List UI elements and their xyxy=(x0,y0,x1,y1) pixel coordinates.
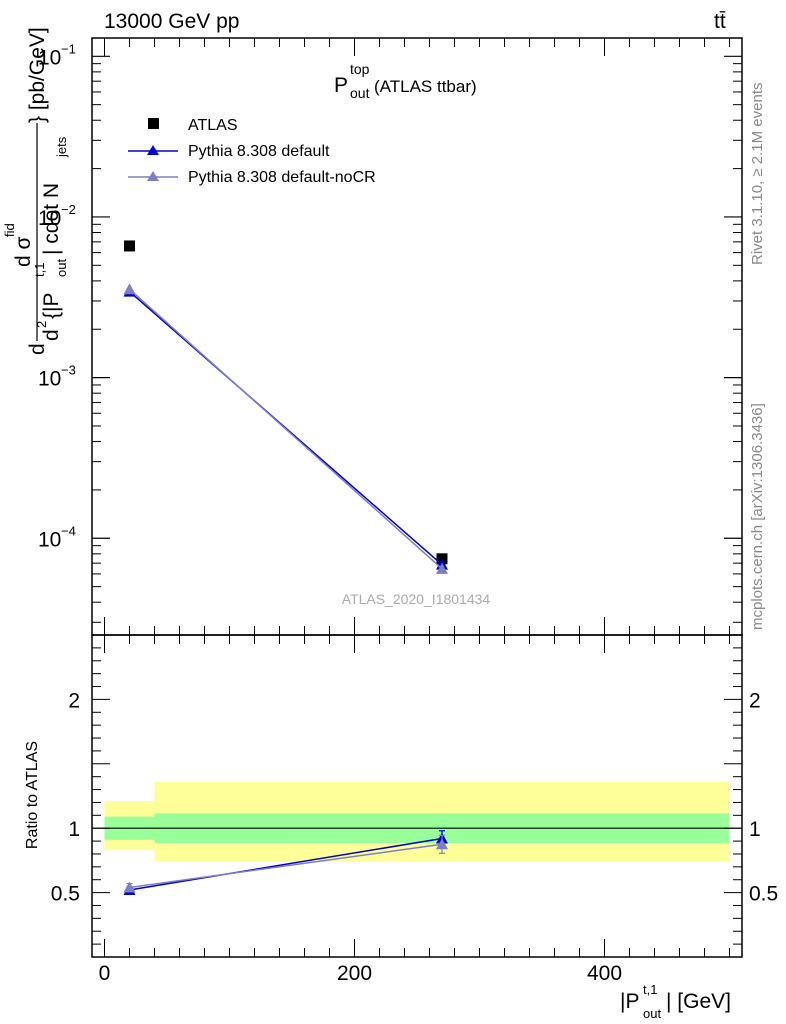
ratio-y-ticks: 0.5 0.5 1 1 2 2 xyxy=(51,647,778,945)
ylabel-denom-sup: 2 xyxy=(34,321,49,328)
legend-default-marker xyxy=(147,145,159,155)
legend-atlas-label: ATLAS xyxy=(188,117,238,134)
ratio-line-1 xyxy=(129,843,443,889)
ratio-frame xyxy=(91,634,743,958)
ratio-y-axis-label: Ratio to ATLAS xyxy=(24,741,41,849)
ratio-point-1 xyxy=(436,838,448,850)
ylabel-denom-sub2: jets xyxy=(54,136,69,158)
ylabel-numerator-sup: fid xyxy=(2,223,17,237)
ratio-x-ticks: 0 200 400 xyxy=(99,635,730,985)
main-y-tick-label: 10 xyxy=(38,207,61,230)
energy-label: 13000 GeV pp xyxy=(104,10,239,33)
process-label: tt̄ xyxy=(714,10,726,33)
ylabel-denom-sup2: t,1 xyxy=(32,263,47,277)
data-point-2 xyxy=(123,283,136,295)
ratio-y-tick-label: 2 xyxy=(68,689,80,712)
title-sup: top xyxy=(350,61,370,77)
ylabel-unit: } [pb/GeV] xyxy=(26,27,49,123)
mcplots-label: mcplots.cern.ch [arXiv:1306.3436] xyxy=(749,403,766,630)
ratio-y-tick-label-right: 2 xyxy=(749,689,761,712)
ratio-y-tick-label-right: 0.5 xyxy=(749,883,778,906)
main-x-ticks xyxy=(104,38,730,635)
main-y-tick-label: 10 xyxy=(38,528,61,551)
rivet-label: Rivet 3.1.10, ≥ 2.1M events xyxy=(749,83,766,266)
ylabel-denom-d: d xyxy=(40,329,63,341)
main-y-tick-exponent: −3 xyxy=(61,363,76,378)
ylabel-numerator: d σ xyxy=(12,236,35,267)
main-series-layer xyxy=(123,240,448,574)
x-axis-label: |P t,1 out | [GeV] xyxy=(620,982,731,1021)
x-tick-label: 0 xyxy=(99,962,111,985)
main-y-tick-exponent: −4 xyxy=(61,523,76,538)
legend-nocr-marker xyxy=(147,171,159,181)
title-rest: (ATLAS ttbar) xyxy=(374,77,477,96)
series-line-2 xyxy=(128,288,443,570)
x-tick-label: 200 xyxy=(337,962,372,985)
ratio-y-tick-label: 0.5 xyxy=(51,883,80,906)
title-main: P xyxy=(334,74,348,97)
data-point-atlas xyxy=(124,240,135,252)
legend: ATLAS Pythia 8.308 default Pythia 8.308 … xyxy=(128,117,376,186)
main-y-tick-label: 10 xyxy=(38,368,61,391)
legend-default-label: Pythia 8.308 default xyxy=(188,143,330,160)
x-tick-label: 400 xyxy=(587,962,622,985)
xlabel-p: |P xyxy=(620,990,639,1013)
chart-title: P top out (ATLAS ttbar) xyxy=(334,61,477,101)
ylabel-d: d xyxy=(26,343,49,355)
main-y-ticks: 10−410−310−210−1 xyxy=(38,41,742,623)
main-y-axis-label: d d σ fid d 2 {|P t,1 out | cdot N jets … xyxy=(2,27,69,355)
ratio-y-tick-label-right: 1 xyxy=(749,818,761,841)
ylabel-denom-p: {|P xyxy=(40,293,63,319)
data-point-2 xyxy=(436,562,448,574)
legend-nocr-label: Pythia 8.308 default-noCR xyxy=(188,169,376,186)
xlabel-sup: t,1 xyxy=(643,982,657,997)
ylabel-denom-n: | cdot N xyxy=(40,183,63,255)
ratio-bands xyxy=(104,781,730,862)
ratio-panel: 0.5 0.5 1 1 2 2 0 200 400 Ratio to ATLAS |P t,1… xyxy=(24,634,778,1021)
ratio-line-0 xyxy=(129,837,443,891)
xlabel-unit: | [GeV] xyxy=(666,990,731,1013)
main-y-tick-exponent: −1 xyxy=(61,41,76,56)
main-y-tick-label: 10 xyxy=(38,46,61,69)
main-panel: 10−410−310−210−1 P top out (ATLAS ttbar)… xyxy=(2,27,743,636)
ylabel-denom-sub: out xyxy=(54,259,69,277)
ratio-series-layer xyxy=(123,830,448,896)
title-sub: out xyxy=(350,85,370,101)
ratio-y-tick-label: 1 xyxy=(68,818,80,841)
legend-atlas-marker xyxy=(148,118,159,129)
xlabel-sub: out xyxy=(643,1006,661,1021)
analysis-watermark: ATLAS_2020_I1801434 xyxy=(342,591,491,607)
ratio-point-1 xyxy=(123,881,136,893)
main-y-tick-exponent: −2 xyxy=(61,202,76,217)
